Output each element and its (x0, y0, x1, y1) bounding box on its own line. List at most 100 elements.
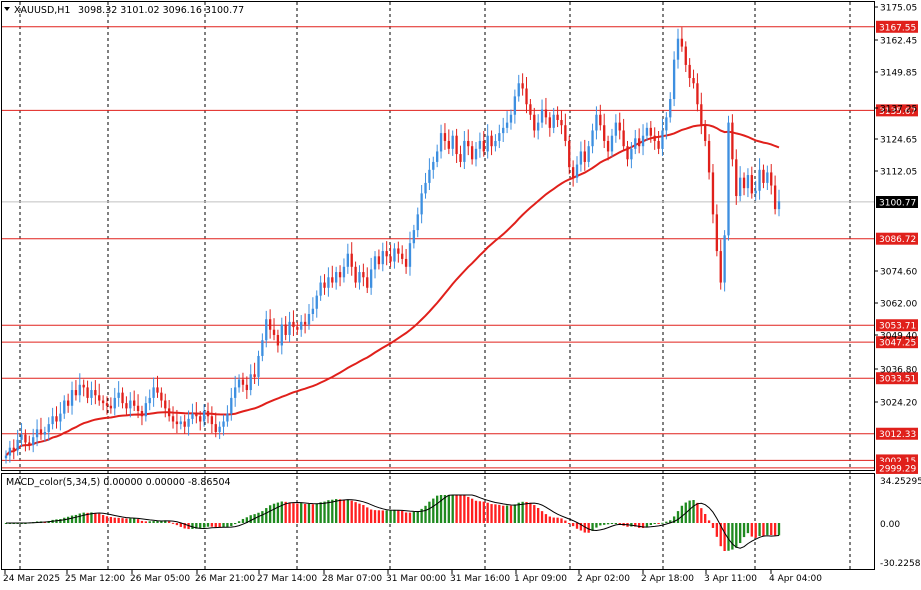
candle-body (742, 177, 746, 189)
macd-bar (144, 521, 148, 523)
macd-bar (226, 523, 229, 528)
symbol-header[interactable]: XAUUSD,H1 3098.32 3101.02 3096.16 3100.7… (4, 5, 244, 16)
candle-body (715, 214, 719, 252)
candle-body (237, 379, 241, 388)
candle-body (463, 140, 466, 162)
candle-body (280, 324, 283, 346)
candle-body (90, 390, 93, 398)
candle-body (637, 138, 641, 147)
price-axis[interactable]: 3175.05 3162.45 3149.85 3137.25 3124.65 3112.… (874, 4, 918, 409)
candle-body (630, 148, 633, 160)
candle-body (711, 172, 715, 215)
candle-body (175, 421, 179, 425)
macd-bar (315, 503, 318, 523)
candle-body (257, 355, 260, 377)
candle-body (665, 117, 668, 131)
candle-body (32, 437, 35, 446)
candle-body (599, 114, 602, 126)
time-tick-label: 28 Mar 07:00 (322, 574, 382, 584)
candle-body (113, 397, 116, 409)
candle-body (432, 161, 435, 170)
candle-body (766, 172, 769, 183)
macd-bar (490, 504, 493, 523)
macd-bar (261, 511, 264, 523)
candle-body (645, 127, 649, 136)
candle-body (447, 140, 450, 149)
candle-body (105, 403, 109, 406)
candle-body (373, 256, 377, 270)
macd-bar (300, 503, 303, 523)
macd-axis: 34.25295 0.00 -30.22583 (880, 477, 921, 569)
macd-bar (634, 523, 637, 527)
level-tag-text: 3047.25 (879, 339, 916, 349)
candle-body (144, 403, 148, 417)
candle-body (389, 256, 392, 262)
candle-body (428, 169, 431, 183)
macd-bar (74, 514, 78, 523)
candle-body (571, 167, 575, 178)
macd-bar (657, 523, 660, 524)
macd-bar (366, 507, 369, 523)
candle-body (179, 421, 182, 425)
macd-bar (746, 523, 750, 534)
macd-bar (175, 523, 179, 526)
candle-body (160, 392, 163, 401)
level-tag-text: 3086.72 (879, 235, 916, 245)
macd-bar (715, 523, 719, 537)
macd-bar (408, 512, 412, 523)
candle-body (723, 235, 726, 283)
candle-body (292, 321, 295, 328)
time-tick-label: 24 Mar 2025 (3, 574, 60, 584)
macd-bar (152, 521, 155, 523)
candle-body (404, 258, 408, 267)
level-tag (876, 427, 918, 440)
level-tag (876, 319, 918, 332)
macd-bar (754, 523, 757, 538)
macd-histogram (4, 494, 781, 551)
candle-body (692, 78, 695, 84)
macd-bar (610, 523, 614, 524)
candle-body (618, 122, 621, 131)
candle-body (86, 387, 89, 398)
macd-bar (723, 523, 726, 551)
macd-bar (78, 513, 81, 523)
time-tick-label: 26 Mar 21:00 (195, 574, 255, 584)
macd-bar (498, 504, 501, 523)
candle-body (762, 169, 765, 183)
candle-body (750, 175, 753, 194)
current-price-tag-text: 3100.77 (879, 199, 916, 209)
triangle-down-icon[interactable] (4, 7, 10, 11)
candle-body (735, 159, 738, 197)
macd-bar (618, 523, 621, 525)
candle-body (397, 248, 400, 254)
macd-bar (661, 522, 664, 524)
candle-body (4, 455, 8, 459)
candle-body (335, 272, 338, 283)
candle-body (412, 230, 416, 244)
macd-bar (206, 523, 210, 527)
macd-bar (105, 516, 109, 523)
macd-bar (595, 523, 598, 528)
time-axis[interactable]: 24 Mar 2025 25 Mar 12:00 26 Mar 05:00 26 Ma… (3, 570, 822, 584)
candle-body (296, 327, 299, 330)
candle-body (420, 193, 423, 215)
macd-bar (133, 518, 136, 523)
macd-bar (156, 520, 159, 523)
macd-indicator-label[interactable]: MACD_color(5,34,5) 0.00000 0.00000 -8.86… (6, 477, 231, 488)
macd-bar (113, 517, 116, 523)
time-tick-label: 27 Mar 14:00 (257, 574, 317, 584)
current-price-tag (876, 196, 918, 208)
macd-bar (533, 505, 536, 523)
macd-bar (669, 520, 672, 523)
level-tag-text: 3033.51 (879, 375, 916, 385)
macd-bar (474, 500, 478, 523)
macd-bar (369, 509, 373, 523)
candle-body (210, 416, 214, 425)
macd-bar (268, 505, 272, 523)
candle-body (537, 122, 540, 131)
horizontal-levels[interactable]: 3167.55 3135.67 3086.72 3053.71 3047.25 3033.… (2, 20, 918, 475)
macd-bar (603, 523, 606, 525)
macd-bar (502, 505, 505, 523)
candle-body (191, 413, 194, 419)
